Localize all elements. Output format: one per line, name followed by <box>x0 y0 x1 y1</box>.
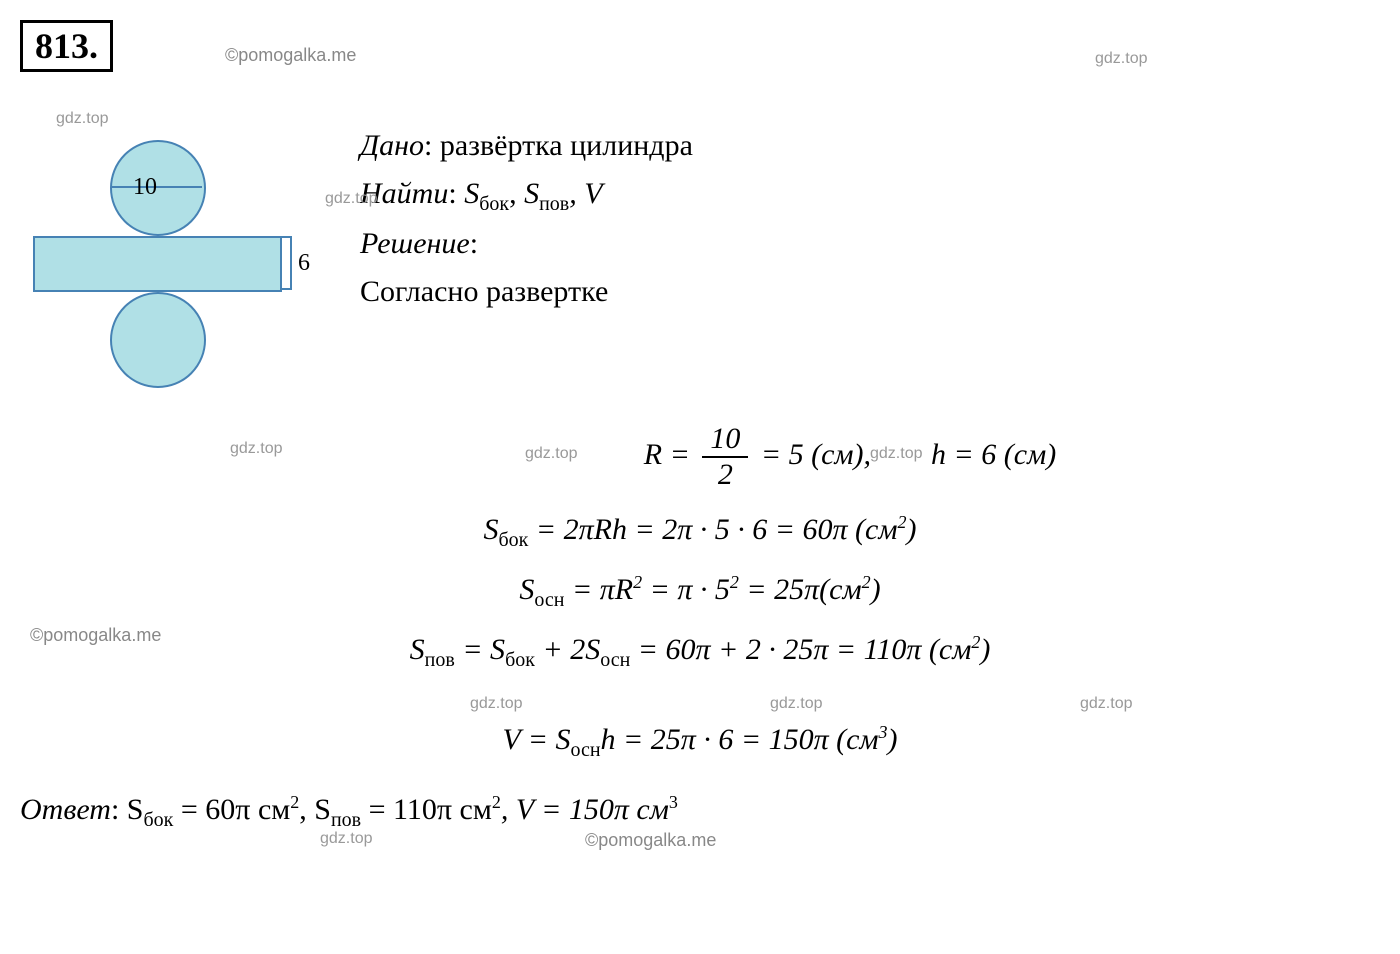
lateral-rectangle <box>33 236 282 292</box>
pomogalka-watermark: ©pomogalka.me <box>30 625 161 646</box>
bracket-line <box>290 236 292 290</box>
pomogalka-watermark: ©pomogalka.me <box>585 830 716 851</box>
pomogalka-watermark: ©pomogalka.me <box>225 45 356 66</box>
problem-text: Дано: развёртка цилиндра Найти: Sбок, Sп… <box>360 122 693 316</box>
gdz-watermark: gdz.top <box>1095 50 1147 68</box>
equation-s-osn: Sосн = πR2 = π · 52 = 25π(см2) <box>20 572 1380 612</box>
solution-label: Решение <box>360 227 470 260</box>
given-line: Дано: развёртка цилиндра <box>360 122 693 170</box>
gdz-watermark: gdz.top <box>870 445 922 463</box>
gdz-watermark: gdz.top <box>56 110 108 128</box>
cylinder-net-diagram: 10 6 <box>20 122 310 382</box>
equation-s-pov: Sпов = Sбок + 2Sосн = 60π + 2 · 25π = 11… <box>20 632 1380 672</box>
find-sub1: бок <box>479 193 509 215</box>
bottom-circle <box>110 292 206 388</box>
gdz-watermark: gdz.top <box>525 445 577 463</box>
gdz-watermark: gdz.top <box>325 190 377 208</box>
content-row: 10 6 Дано: развёртка цилиндра Найти: Sбо… <box>20 122 1380 382</box>
find-colon: : <box>448 177 464 210</box>
problem-number: 813. <box>20 20 113 72</box>
gdz-watermark: gdz.top <box>230 440 282 458</box>
find-sub2: пов <box>539 193 569 215</box>
find-s1: S <box>464 177 479 210</box>
gdz-watermark: gdz.top <box>1080 695 1132 713</box>
gdz-watermark: gdz.top <box>770 695 822 713</box>
given-text: : развёртка цилиндра <box>424 129 693 162</box>
gdz-watermark: gdz.top <box>470 695 522 713</box>
equation-v: V = Sоснh = 25π · 6 = 150π (см3) <box>20 722 1380 762</box>
diameter-label: 10 <box>133 174 157 201</box>
diameter-line <box>112 186 202 188</box>
answer-line: Ответ: Sбок = 60π см2, Sпов = 110π см2, … <box>20 792 1380 832</box>
given-label: Дано <box>360 129 424 162</box>
height-label: 6 <box>298 250 310 277</box>
find-line: Найти: Sбок, Sпов, V <box>360 170 693 220</box>
equation-r-h: R = 10 2 = 5 (см), h = 6 (см) <box>20 422 1380 492</box>
solution-label-line: Решение: <box>360 220 693 268</box>
find-comma1: , <box>509 177 524 210</box>
find-s2: S <box>524 177 539 210</box>
bracket-bottom <box>282 288 292 290</box>
solution-intro: Согласно развертке <box>360 268 693 316</box>
answer-label: Ответ <box>20 793 111 826</box>
solution-colon: : <box>470 227 478 260</box>
top-circle <box>110 140 206 236</box>
equations-block: R = 10 2 = 5 (см), h = 6 (см) Sбок = 2πR… <box>20 422 1380 762</box>
equation-s-bok: Sбок = 2πRh = 2π · 5 · 6 = 60π (см2) <box>20 512 1380 552</box>
find-v: , V <box>569 177 602 210</box>
gdz-watermark: gdz.top <box>320 830 372 848</box>
